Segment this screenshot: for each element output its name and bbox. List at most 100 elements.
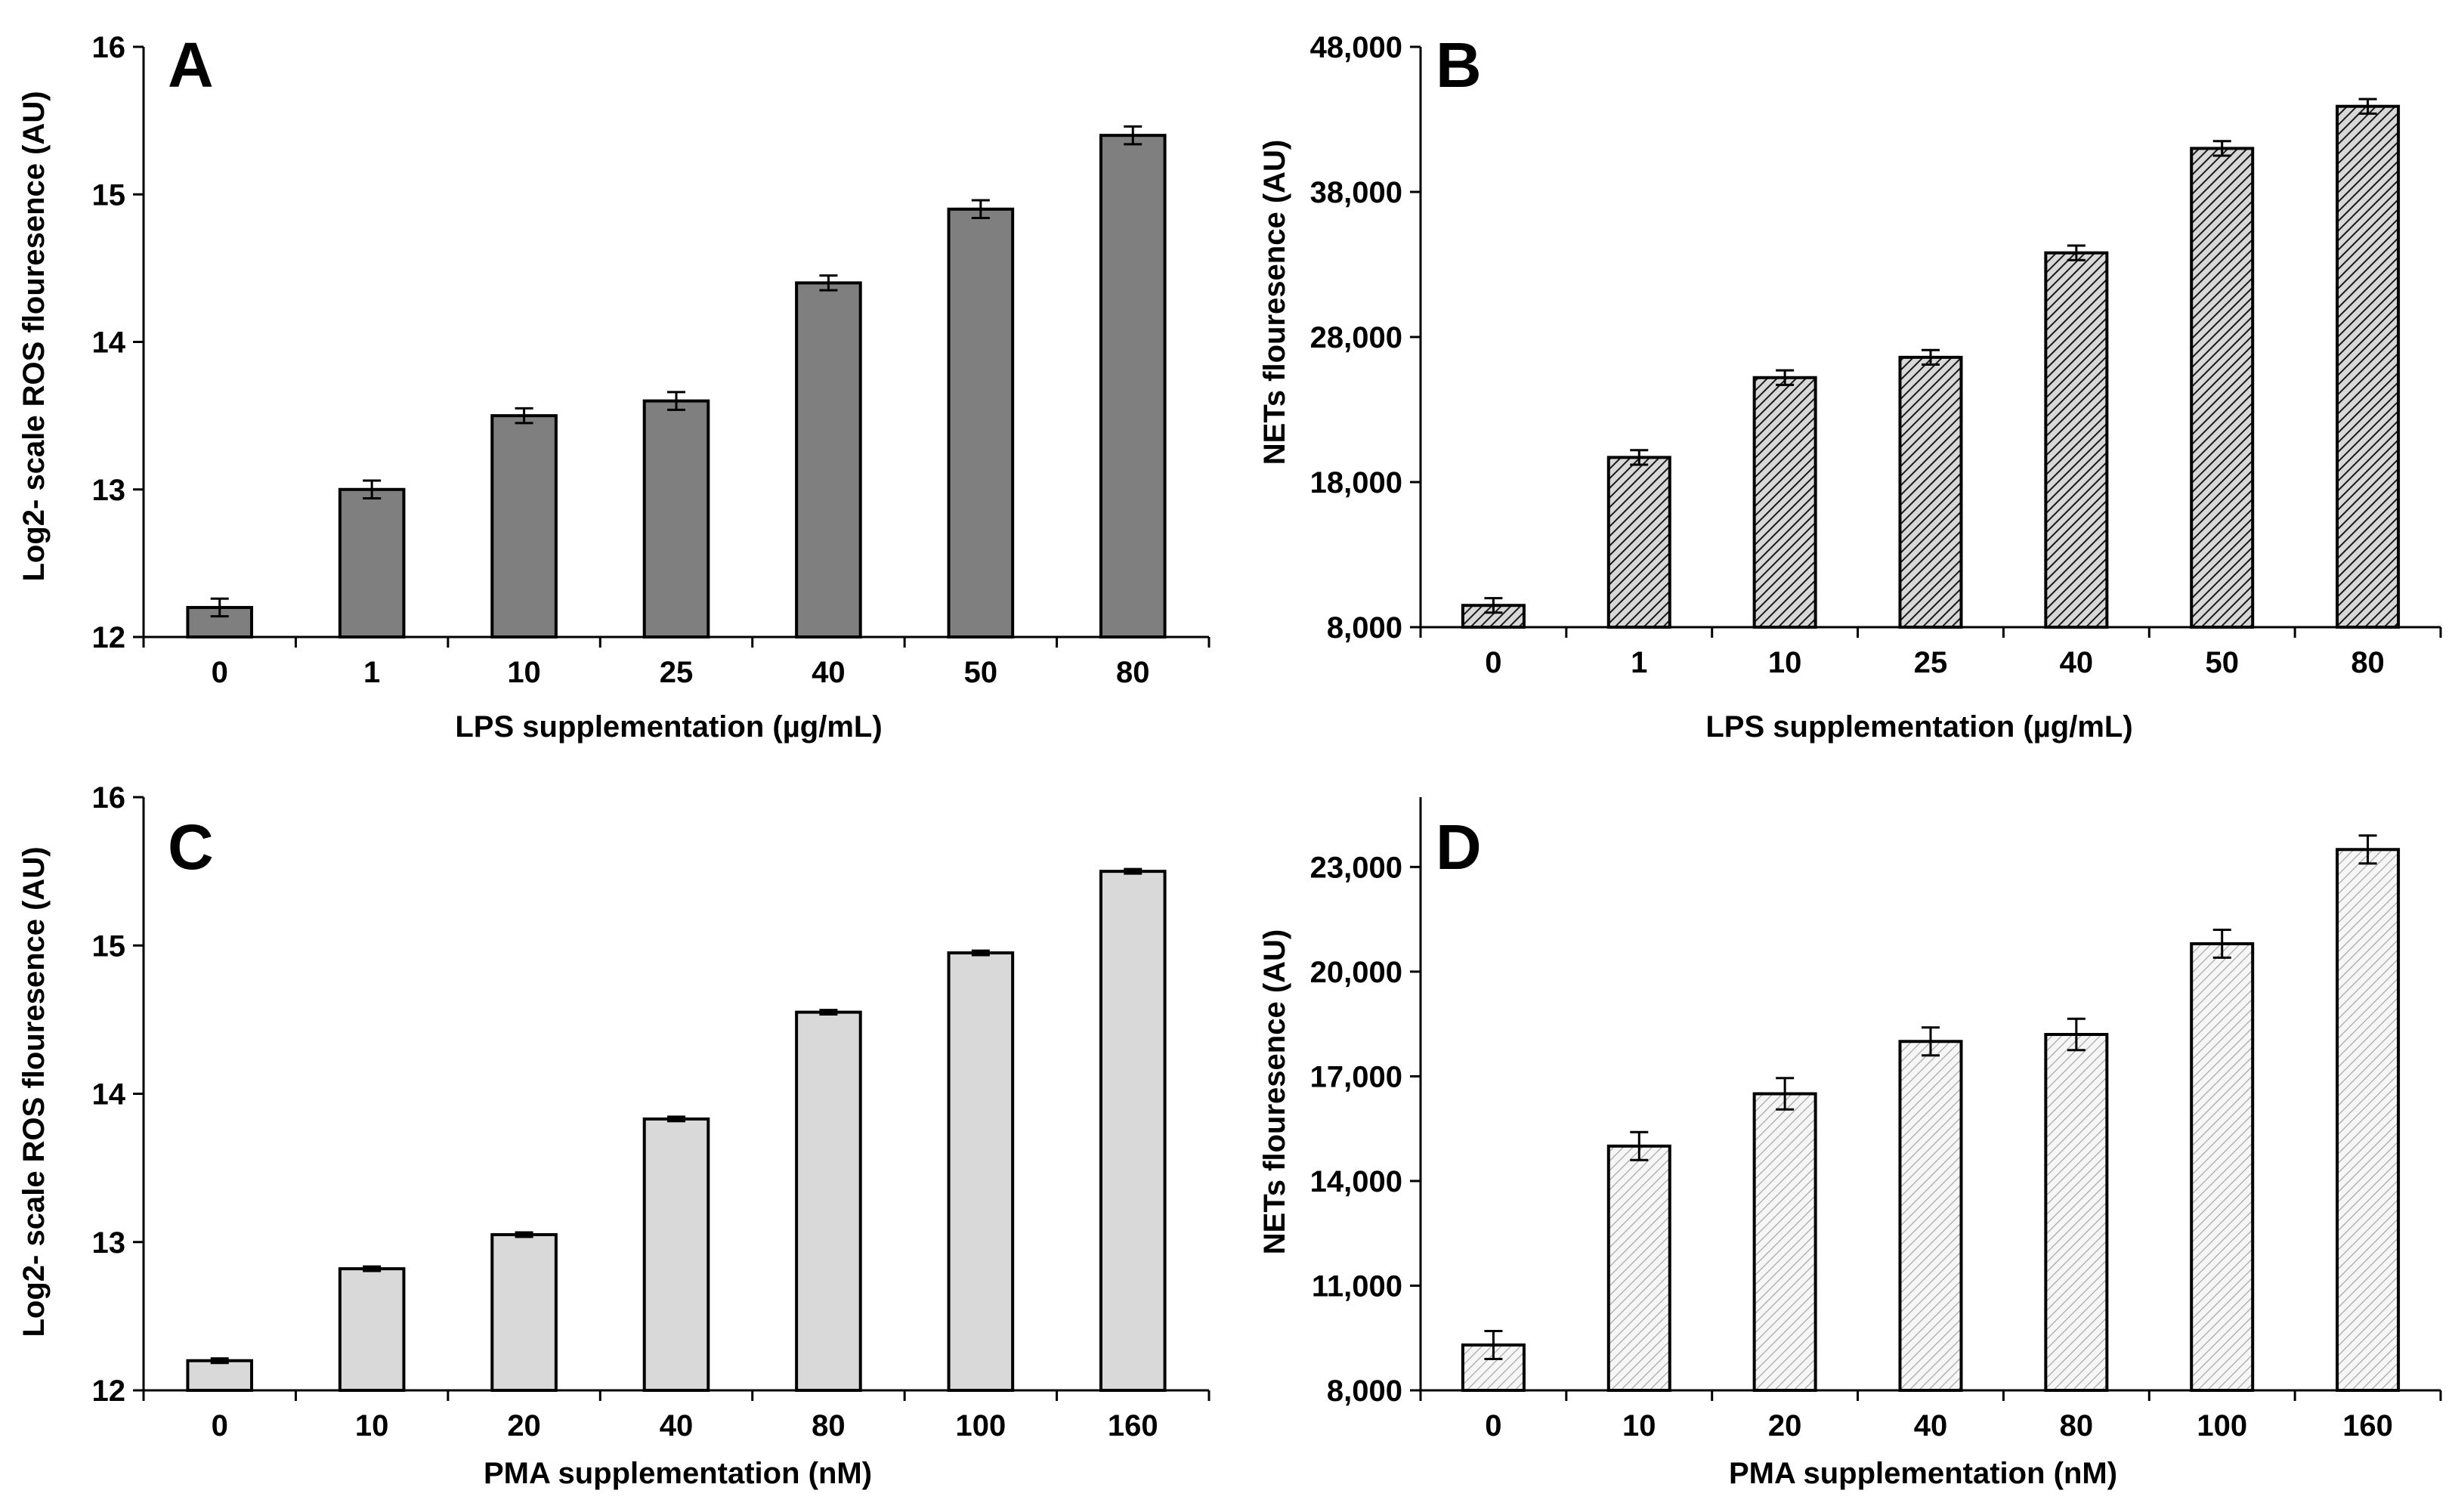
panel-c-error-bar (971, 949, 990, 957)
panel-d-bar (1898, 1040, 1963, 1393)
panel-c-x-axis-title: PMA supplementation (nM) (484, 1457, 872, 1490)
panel-a: A LPS supplementation (µg/mL) Log2- scal… (17, 29, 1210, 744)
panel-c-error-bar (819, 1009, 838, 1016)
panel-d-y-axis-title: NETs flouresence (AU) (1258, 929, 1291, 1254)
panel-d-x-axis-title: PMA supplementation (nM) (1729, 1457, 2117, 1490)
panel-a-error-bar (1124, 125, 1142, 146)
panel-d-letter: D (1436, 812, 1482, 883)
panel-c-y-tick-label: 14 (92, 1078, 126, 1112)
panel-c-x-tick-label: 80 (812, 1409, 846, 1442)
panel-b-x-tick-label: 50 (2205, 646, 2239, 679)
panel-d-bar (2044, 1033, 2109, 1392)
panel-d-y-tick-label: 20,000 (1310, 956, 1402, 989)
panel-a-x-tick-label: 25 (660, 656, 694, 689)
panel-a-y-tick-label: 16 (92, 31, 126, 64)
panel-a-bar (338, 487, 406, 639)
panel-c-bar (186, 1359, 254, 1392)
panel-a-x-tick-label: 10 (507, 656, 541, 689)
panel-b-x-tick-label: 25 (1914, 646, 1948, 679)
panel-b-y-tick-label: 38,000 (1310, 176, 1402, 209)
panel-c-y-tick-label: 13 (92, 1226, 126, 1260)
panel-c-x-tick-label: 20 (507, 1409, 541, 1442)
panel-d-error-bar (2067, 1017, 2086, 1052)
panel-b-bar (2044, 251, 2109, 629)
panel-a-error-bar (971, 199, 990, 219)
panel-c-x-tick-label: 160 (1108, 1409, 1158, 1442)
panel-b-x-tick-label: 1 (1631, 646, 1647, 679)
panel-a-y-tick-label: 12 (92, 621, 126, 654)
panel-c-error-bar (1124, 867, 1142, 875)
panel-b-bar (2190, 147, 2255, 629)
panel-d-x-tick-label: 20 (1768, 1409, 1802, 1442)
panel-a-error-bar (363, 479, 382, 499)
panel-c-bar (338, 1267, 406, 1392)
panel-b-y-tick-label: 8,000 (1327, 611, 1402, 645)
panel-c-y-tick-label: 16 (92, 781, 126, 815)
panel-a-bar (642, 399, 710, 639)
panel-d-y-tick-label: 14,000 (1310, 1165, 1402, 1198)
panel-a-x-tick-label: 50 (964, 656, 998, 689)
panel-a-error-bar (819, 274, 838, 292)
panel-c-bar (795, 1010, 862, 1392)
panel-a-error-bar (667, 391, 685, 411)
panel-b-x-axis-title: LPS supplementation (µg/mL) (1705, 710, 2132, 744)
panel-b-error-bar (2358, 97, 2377, 115)
panel-b-error-bar (2212, 140, 2231, 157)
panel-d-y-tick-label: 23,000 (1310, 851, 1402, 884)
panel-c-x-tick-label: 10 (355, 1409, 389, 1442)
panel-b-y-tick-label: 28,000 (1310, 321, 1402, 354)
panel-b-error-bar (1922, 348, 1940, 366)
panel-c-x-tick-label: 0 (212, 1409, 228, 1442)
panel-d-y-tick-label: 11,000 (1312, 1269, 1402, 1303)
panel-c: C PMA supplementation (nM) Log2- scale R… (17, 781, 1210, 1490)
panel-a-bar (490, 414, 558, 639)
panel-d-error-bar (2358, 834, 2377, 865)
panel-a-y-tick-label: 15 (92, 178, 126, 212)
panel-a-bar (1099, 134, 1167, 639)
panel-b-error-bar (1776, 369, 1795, 386)
panel-b-bar (1606, 456, 1671, 629)
panel-a-x-tick-label: 40 (812, 656, 846, 689)
panel-d-bar (2190, 942, 2255, 1392)
panel-b-x-tick-label: 40 (2060, 646, 2094, 679)
panel-a-y-axis-title: Log2- scale ROS flouresence (AU) (17, 91, 51, 581)
panel-d-x-tick-label: 80 (2060, 1409, 2094, 1442)
panel-c-bar (1099, 870, 1167, 1392)
panel-a-error-bar (210, 597, 229, 618)
panel-a-x-tick-label: 80 (1116, 656, 1150, 689)
panel-b-y-tick-label: 18,000 (1310, 466, 1402, 499)
panel-a-error-bar (515, 407, 533, 425)
panel-d-y-tick-label: 8,000 (1327, 1374, 1402, 1408)
panel-a-bar (947, 207, 1015, 639)
panel-a-x-tick-label: 1 (363, 656, 380, 689)
panel-d-error-bar (1776, 1077, 1795, 1111)
panel-a-x-axis-title: LPS supplementation (µg/mL) (455, 710, 882, 744)
panel-c-letter: C (168, 812, 214, 883)
panel-b-error-bar (1484, 597, 1503, 614)
panel-c-error-bar (667, 1115, 685, 1123)
panel-a-bar (795, 281, 862, 639)
panel-c-bar (490, 1232, 558, 1392)
panel-c-y-tick-label: 12 (92, 1374, 126, 1408)
panel-b-bar (1898, 355, 1963, 629)
panel-c-x-tick-label: 40 (660, 1409, 694, 1442)
panel-d-bar (2336, 848, 2401, 1392)
panel-a-letter: A (168, 29, 214, 100)
panel-d-error-bar (1630, 1130, 1649, 1161)
panel-a-x-tick-label: 0 (212, 656, 228, 689)
panel-c-x-tick-label: 100 (955, 1409, 1006, 1442)
panel-d-x-tick-label: 100 (2197, 1409, 2247, 1442)
panel-a-y-tick-label: 13 (92, 474, 126, 507)
panel-d-error-bar (1922, 1026, 1940, 1057)
panel-c-error-bar (515, 1231, 533, 1238)
panel-b-y-axis-title: NETs flouresence (AU) (1258, 140, 1291, 465)
panel-b: B LPS supplementation (µg/mL) NETs flour… (1258, 29, 2442, 744)
panel-b-bar (1752, 376, 1817, 629)
panel-c-bar (642, 1117, 710, 1393)
panel-b-error-bar (2067, 244, 2086, 261)
panel-d: D PMA supplementation (nM) NETs flourese… (1258, 797, 2442, 1490)
panel-d-error-bar (2212, 928, 2231, 959)
panel-c-error-bar (363, 1265, 382, 1272)
panel-b-error-bar (1630, 449, 1649, 466)
